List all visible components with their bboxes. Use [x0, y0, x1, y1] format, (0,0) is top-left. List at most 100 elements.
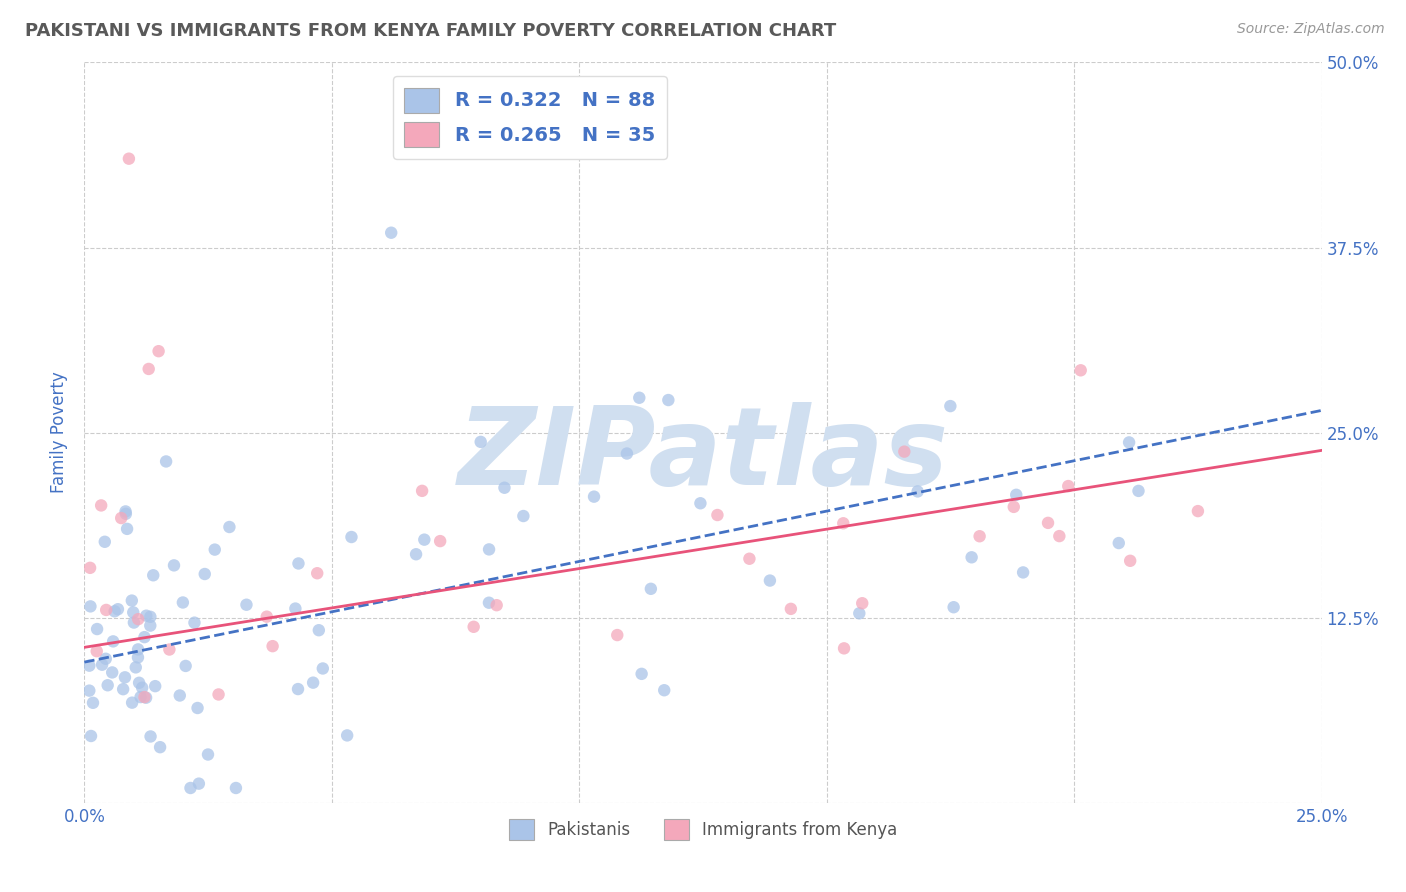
Point [79, 561, 101, 575]
Point [79, 658, 101, 673]
Point [1036, 516, 1059, 530]
Point [138, 362, 160, 376]
Point [1108, 536, 1130, 550]
Point [143, 679, 166, 693]
Point [336, 728, 359, 742]
Legend: Pakistanis, Immigrants from Kenya: Pakistanis, Immigrants from Kenya [502, 813, 904, 847]
Text: PAKISTANI VS IMMIGRANTS FROM KENYA FAMILY POVERTY CORRELATION CHART: PAKISTANI VS IMMIGRANTS FROM KENYA FAMIL… [25, 22, 837, 40]
Point [429, 534, 451, 549]
Point [157, 642, 180, 657]
Point [1128, 483, 1150, 498]
Point [114, 670, 136, 684]
Point [127, 650, 149, 665]
Point [606, 628, 628, 642]
Point [942, 600, 965, 615]
Point [779, 602, 801, 616]
Point [125, 660, 148, 674]
Point [1187, 504, 1209, 518]
Point [155, 454, 177, 468]
Point [1119, 554, 1142, 568]
Point [97, 678, 120, 692]
Point [582, 490, 605, 504]
Point [960, 550, 983, 565]
Point [135, 690, 157, 705]
Point [96, 603, 118, 617]
Point [118, 152, 141, 166]
Point [82, 696, 104, 710]
Point [112, 682, 135, 697]
Point [122, 606, 145, 620]
Point [405, 547, 427, 561]
Point [187, 701, 209, 715]
Point [174, 659, 197, 673]
Point [657, 392, 679, 407]
Point [738, 551, 761, 566]
Point [115, 522, 138, 536]
Point [127, 642, 149, 657]
Point [80, 729, 103, 743]
Point [104, 604, 127, 618]
Point [129, 690, 152, 704]
Point [121, 593, 143, 607]
Point [183, 615, 205, 630]
Point [139, 730, 162, 744]
Point [139, 618, 162, 632]
Point [1005, 488, 1028, 502]
Point [86, 644, 108, 658]
Point [640, 582, 662, 596]
Point [122, 615, 145, 630]
Point [142, 568, 165, 582]
Point [163, 558, 186, 573]
Point [706, 508, 728, 522]
Point [630, 666, 652, 681]
Y-axis label: Family Poverty: Family Poverty [51, 372, 69, 493]
Point [848, 607, 870, 621]
Point [256, 609, 278, 624]
Point [463, 620, 485, 634]
Point [194, 567, 217, 582]
Point [94, 652, 117, 666]
Point [284, 601, 307, 615]
Point [127, 612, 149, 626]
Point [262, 639, 284, 653]
Point [478, 596, 501, 610]
Point [1012, 566, 1035, 580]
Point [302, 675, 325, 690]
Point [287, 557, 309, 571]
Point [110, 511, 132, 525]
Point [832, 641, 855, 656]
Point [172, 595, 194, 609]
Point [94, 534, 117, 549]
Point [101, 634, 124, 648]
Point [139, 609, 162, 624]
Point [107, 602, 129, 616]
Point [207, 688, 229, 702]
Point [652, 683, 675, 698]
Point [204, 542, 226, 557]
Point [128, 675, 150, 690]
Point [308, 624, 330, 638]
Point [1047, 529, 1070, 543]
Point [121, 696, 143, 710]
Point [134, 690, 156, 704]
Point [135, 608, 157, 623]
Point [115, 507, 138, 521]
Point [478, 542, 501, 557]
Point [470, 434, 492, 449]
Point [235, 598, 257, 612]
Point [149, 740, 172, 755]
Point [197, 747, 219, 762]
Point [1057, 479, 1080, 493]
Point [969, 529, 991, 543]
Point [114, 504, 136, 518]
Point [628, 391, 651, 405]
Point [616, 446, 638, 460]
Point [287, 681, 309, 696]
Point [101, 665, 124, 680]
Point [851, 596, 873, 610]
Point [225, 780, 247, 795]
Point [893, 444, 915, 458]
Point [148, 344, 170, 359]
Point [307, 566, 329, 581]
Point [907, 484, 929, 499]
